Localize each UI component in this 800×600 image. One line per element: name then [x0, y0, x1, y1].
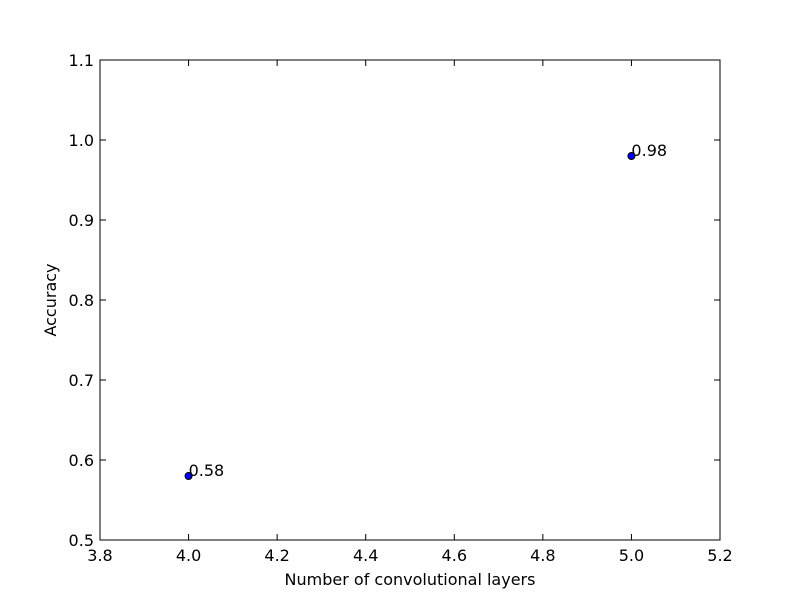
x-tick-label: 3.8 — [87, 546, 112, 565]
x-tick-label: 4.4 — [353, 546, 378, 565]
x-tick-label: 5.2 — [707, 546, 732, 565]
y-tick-label: 0.5 — [69, 531, 94, 550]
points-layer: 0.58 0.98 — [184, 141, 667, 480]
y-tick-label: 0.6 — [69, 451, 94, 470]
plot-frame — [99, 59, 721, 541]
x-tick-label: 4.8 — [530, 546, 555, 565]
y-tick-label: 0.7 — [69, 371, 94, 390]
x-tick-label: 5.0 — [619, 546, 644, 565]
y-axis-label: Accuracy — [41, 263, 60, 336]
x-tick-label: 4.2 — [264, 546, 289, 565]
x-tick-label: 4.6 — [442, 546, 467, 565]
data-point-label: 0.58 — [189, 461, 225, 480]
x-axis-label: Number of convolutional layers — [285, 570, 536, 589]
data-point — [184, 472, 193, 480]
y-tick-label: 1.1 — [69, 51, 94, 70]
y-tick-label: 0.8 — [69, 291, 94, 310]
data-point — [627, 152, 636, 160]
ticks-layer: 3.8 4.0 4.2 4.4 4.6 4.8 5.0 5.2 0.5 0.6 0.7 0.8 0.9 1… — [69, 51, 733, 565]
y-tick-label: 0.9 — [69, 211, 94, 230]
y-tick-label: 1.0 — [69, 131, 94, 150]
data-point-label: 0.98 — [631, 141, 667, 160]
x-tick-label: 4.0 — [176, 546, 201, 565]
